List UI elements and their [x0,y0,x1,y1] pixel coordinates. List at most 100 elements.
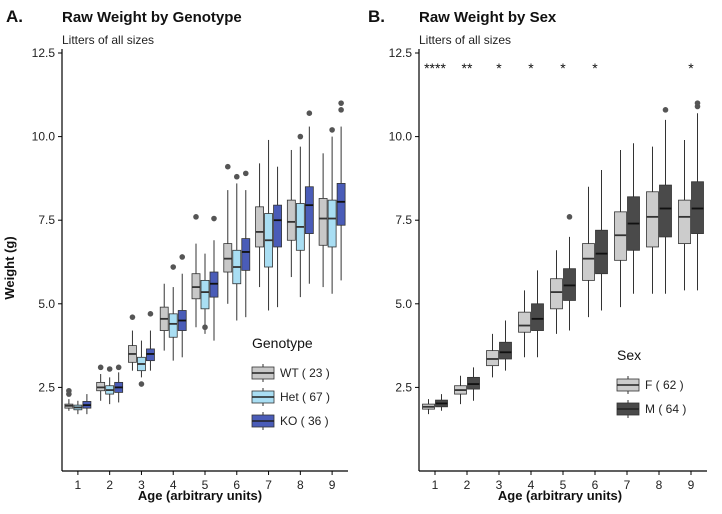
outlier-point [694,100,701,106]
x-tick-label: 7 [624,478,631,492]
outlier-point [106,366,113,372]
significance-label: **** [424,60,446,76]
x-tick-label: 9 [688,478,695,492]
legend-item-label: F ( 62 ) [645,378,684,392]
outlier-point [224,163,231,170]
box [691,100,704,291]
box-body [304,186,314,234]
outlier-point [138,381,145,387]
box [304,110,314,284]
panel-b-xlabel: Age (arbitrary units) [498,488,622,503]
significance-label: * [496,60,502,76]
outlier-point [306,110,313,116]
outlier-point [97,364,104,371]
legend-key [616,376,640,394]
legend-key [251,388,275,406]
box-body [327,199,337,248]
box [177,254,187,358]
panel-a-legend: Genotype WT ( 23 ) Het ( 67 ) KO ( 36 ) [251,335,330,430]
box-body [646,191,659,248]
outlier-point [242,170,249,177]
legend-item-label: WT ( 23 ) [280,366,330,380]
box [241,170,251,318]
box-body [518,311,531,333]
y-tick-label: 10.0 [32,130,56,144]
outlier-point [329,127,335,133]
significance-label: * [592,60,598,76]
outlier-point [566,214,573,220]
legend-key [251,412,275,430]
outlier-point [179,254,186,260]
box [209,215,219,341]
box [646,146,659,294]
panel-a-label: A. [6,7,23,26]
legend-item-label: M ( 64 ) [645,402,686,416]
outlier-point [662,107,669,113]
legend-item-label: KO ( 36 ) [280,414,329,428]
box [595,170,608,311]
y-tick-label: 5.0 [395,297,412,311]
panel-b: B. Raw Weight by Sex Litters of all size… [368,7,707,503]
box [64,387,74,411]
outlier-point [129,314,136,320]
significance-label: * [528,60,534,76]
box [137,340,146,387]
box-body [336,183,346,226]
box-body [200,279,210,310]
x-tick-label: 5 [560,478,567,492]
box [191,214,201,328]
box [223,163,233,304]
y-tick-label: 7.5 [38,213,55,227]
y-tick-label: 2.5 [395,380,412,394]
outlier-point [202,324,208,331]
x-tick-label: 4 [170,478,177,492]
box [159,283,169,351]
box [264,139,273,311]
box [168,264,178,361]
panel-a-ylabel: Weight (g) [2,236,17,299]
x-tick-label: 9 [329,478,336,492]
outlier-point [338,107,344,113]
x-tick-label: 2 [106,478,113,492]
box [96,364,106,401]
panel-a-title: Raw Weight by Genotype [62,9,242,26]
box [582,186,595,318]
box-body [678,199,691,245]
box [499,320,512,371]
y-tick-label: 5.0 [38,297,55,311]
x-tick-label: 1 [75,478,82,492]
panel-a-xlabel: Age (arbitrary units) [138,488,262,503]
box-body [582,243,595,281]
outlier-point [170,264,177,270]
panel-a: A. Raw Weight by Genotype Litters of all… [2,7,348,503]
significance-label: * [560,60,566,76]
x-tick-label: 1 [432,478,439,492]
x-tick-label: 8 [297,478,304,492]
x-tick-label: 3 [496,478,503,492]
box [614,149,627,308]
x-tick-label: 6 [592,478,599,492]
box [550,250,563,334]
outlier-point [115,364,122,371]
box-body [531,303,544,331]
significance-label: * [688,60,694,76]
box [255,163,264,288]
box [563,214,576,331]
panel-b-legend: Sex F ( 62 ) M ( 64 ) [616,347,686,418]
outlier-point [66,387,72,394]
box [327,127,337,294]
box-body [241,238,251,271]
box-body [286,199,296,241]
x-tick-label: 6 [233,478,240,492]
outlier-point [211,215,217,222]
x-tick-label: 3 [138,478,145,492]
box-body [499,341,512,360]
outlier-point [193,214,199,220]
box [659,107,672,294]
legend-key [251,364,275,382]
box [627,143,640,294]
box-body [273,204,282,248]
x-tick-label: 7 [265,478,272,492]
box [114,364,124,403]
